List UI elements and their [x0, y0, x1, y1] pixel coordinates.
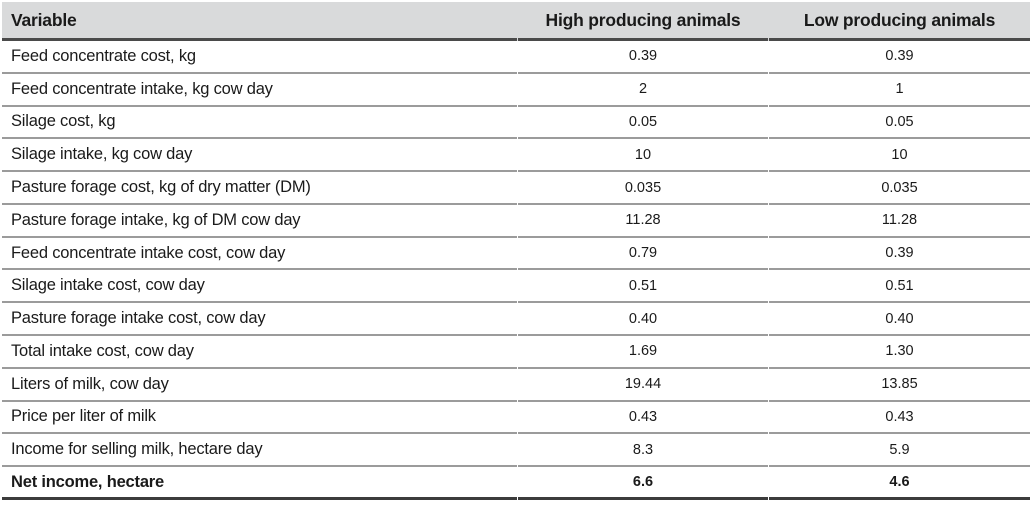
- row-low-value-cell: 0.035: [769, 172, 1030, 205]
- row-variable-cell: Feed concentrate intake, kg cow day: [2, 74, 517, 107]
- row-high-value-cell: 1.69: [518, 336, 768, 369]
- row-low-value-cell: 4.6: [769, 467, 1030, 500]
- row-low-value-cell: 0.39: [769, 238, 1030, 271]
- table-row: Silage cost, kg 0.05 0.05: [2, 107, 1030, 140]
- row-low-value-cell: 0.51: [769, 270, 1030, 304]
- table-row: Price per liter of milk 0.43 0.43: [2, 402, 1030, 435]
- row-low-value-cell: 10: [769, 139, 1030, 173]
- row-low-value-cell: 0.40: [769, 303, 1030, 337]
- table-row: Feed concentrate cost, kg 0.39 0.39: [2, 41, 1030, 74]
- table-row: Pasture forage intake cost, cow day 0.40…: [2, 303, 1030, 337]
- table-header-row: Variable High producing animals Low prod…: [2, 2, 1030, 41]
- row-high-value-cell: 10: [518, 139, 768, 173]
- row-high-value-cell: 0.035: [518, 172, 768, 205]
- table-row: Silage intake, kg cow day 10 10: [2, 139, 1030, 173]
- row-low-value-cell: 0.05: [769, 107, 1030, 140]
- row-high-value-cell: 0.43: [518, 402, 768, 435]
- row-variable-cell: Income for selling milk, hectare day: [2, 434, 517, 468]
- table-row: Income for selling milk, hectare day 8.3…: [2, 434, 1030, 468]
- row-variable-cell: Total intake cost, cow day: [2, 336, 517, 369]
- row-variable-cell: Silage cost, kg: [2, 107, 517, 140]
- row-high-value-cell: 19.44: [518, 369, 768, 402]
- row-high-value-cell: 0.05: [518, 107, 768, 140]
- row-low-value-cell: 1.30: [769, 336, 1030, 369]
- row-variable-cell: Liters of milk, cow day: [2, 369, 517, 402]
- row-variable-cell: Pasture forage intake cost, cow day: [2, 303, 517, 337]
- row-low-value-cell: 5.9: [769, 434, 1030, 468]
- row-low-value-cell: 11.28: [769, 205, 1030, 238]
- table-row: Pasture forage cost, kg of dry matter (D…: [2, 172, 1030, 205]
- table-row: Net income, hectare 6.6 4.6: [2, 467, 1030, 500]
- row-low-value-cell: 0.39: [769, 41, 1030, 74]
- row-variable-cell: Net income, hectare: [2, 467, 517, 500]
- row-variable-cell: Silage intake, kg cow day: [2, 139, 517, 173]
- animals-cost-table: Variable High producing animals Low prod…: [2, 2, 1030, 500]
- table-row: Feed concentrate intake cost, cow day 0.…: [2, 238, 1030, 271]
- row-variable-cell: Feed concentrate cost, kg: [2, 41, 517, 74]
- table-body: Feed concentrate cost, kg 0.39 0.39 Feed…: [2, 41, 1030, 500]
- row-variable-cell: Silage intake cost, cow day: [2, 270, 517, 304]
- row-low-value-cell: 13.85: [769, 369, 1030, 402]
- row-high-value-cell: 6.6: [518, 467, 768, 500]
- row-variable-cell: Pasture forage intake, kg of DM cow day: [2, 205, 517, 238]
- table-row: Silage intake cost, cow day 0.51 0.51: [2, 270, 1030, 304]
- row-variable-cell: Price per liter of milk: [2, 402, 517, 435]
- row-variable-cell: Pasture forage cost, kg of dry matter (D…: [2, 172, 517, 205]
- row-high-value-cell: 0.39: [518, 41, 768, 74]
- row-high-value-cell: 2: [518, 74, 768, 107]
- column-header-low-producing-animals: Low producing animals: [769, 2, 1030, 41]
- column-header-variable: Variable: [2, 2, 517, 41]
- row-variable-cell: Feed concentrate intake cost, cow day: [2, 238, 517, 271]
- row-high-value-cell: 0.79: [518, 238, 768, 271]
- column-header-high-producing-animals: High producing animals: [518, 2, 768, 41]
- row-low-value-cell: 0.43: [769, 402, 1030, 435]
- row-high-value-cell: 0.40: [518, 303, 768, 337]
- table-row: Liters of milk, cow day 19.44 13.85: [2, 369, 1030, 402]
- row-high-value-cell: 0.51: [518, 270, 768, 304]
- table-row: Feed concentrate intake, kg cow day 2 1: [2, 74, 1030, 107]
- row-high-value-cell: 8.3: [518, 434, 768, 468]
- table-row: Total intake cost, cow day 1.69 1.30: [2, 336, 1030, 369]
- row-high-value-cell: 11.28: [518, 205, 768, 238]
- table-row: Pasture forage intake, kg of DM cow day …: [2, 205, 1030, 238]
- row-low-value-cell: 1: [769, 74, 1030, 107]
